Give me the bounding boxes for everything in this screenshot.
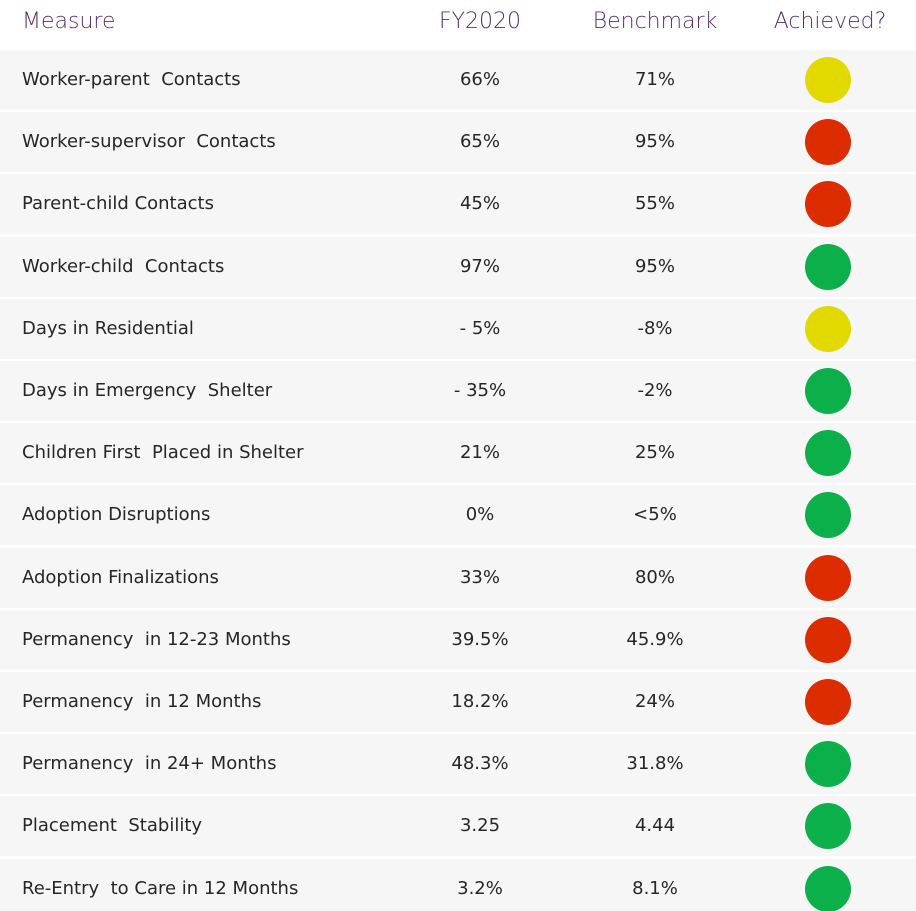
table-cell: 24% [634,691,675,712]
header-cell: Achieved? [773,9,887,34]
table-cell: 65% [459,131,500,153]
table-cell: 33% [459,566,500,588]
status-indicator [805,679,851,725]
table-row: Permanency in 12 Months 18.2% 24% [0,670,916,732]
table-cell: 48.3% [451,753,509,775]
table-cell: 3.25 [459,815,501,837]
table-row: Adoption Finalizations 33% 80% [0,545,916,608]
table-cell: 31.8% [626,753,684,775]
status-indicator [805,181,851,228]
table-row: Placement Stability 3.25 4.44 [0,794,916,857]
status-indicator [805,803,851,850]
table-row: Adoption Disruptions 0% <5% [0,483,916,546]
table-cell: 95% [634,131,675,153]
table-cell: Children First Placed in Shelter [22,442,304,464]
table-row: Days in Residential - 5% -8% [0,296,916,359]
table-cell: 66% [459,69,500,90]
table-cell: Adoption Finalizations [22,566,219,588]
table-cell: 71% [634,69,675,90]
table-row: Worker-supervisor Contacts 65% 95% [0,110,916,173]
table-row: Worker-child Contacts 97% 95% [0,234,916,297]
table-cell: <5% [633,504,677,526]
status-indicator [805,243,851,290]
table-cell: - 5% [459,317,501,339]
table-cell: 97% [459,255,500,277]
status-indicator [805,865,851,911]
table-cell: 39.5% [451,628,509,650]
table-cell: 45.9% [626,628,684,650]
status-indicator [805,119,851,166]
table-row: Parent-child Contacts 45% 55% [0,172,916,235]
status-indicator [805,305,851,352]
table-row: Days in Emergency Shelter - 35% -2% [0,359,916,421]
table-cell: 18.2% [451,691,509,712]
table-cell: 80% [634,566,675,588]
status-indicator [805,430,851,477]
table-row: Children First Placed in Shelter 21% 25% [0,421,916,484]
table-cell: 8.1% [632,877,678,899]
table-cell: 3.2% [457,877,503,899]
status-indicator [805,368,851,414]
table-cell: 45% [459,193,500,215]
table-row: Permanency in 24+ Months 48.3% 31.8% [0,732,916,795]
table-cell: Re-Entry to Care in 12 Months [22,877,299,899]
table-cell: 21% [459,442,500,464]
table-cell: Placement Stability [22,815,203,837]
table-cell: 95% [634,255,675,277]
table-cell: Worker-supervisor Contacts [22,131,276,153]
table-cell: 25% [634,442,675,464]
status-indicator [805,741,851,788]
table-row: Worker-parent Contacts 66% 71% [0,48,916,110]
table-cell: Permanency in 12-23 Months [22,628,291,650]
table-cell: Worker-child Contacts [22,255,225,277]
table-cell: Parent-child Contacts [22,193,214,215]
table-cell: Permanency in 24+ Months [22,753,277,775]
table-cell: 55% [634,193,675,215]
table-cell: 4.44 [634,815,676,837]
status-indicator [805,492,851,539]
header-cell: FY2020 [438,9,522,34]
table-cell: Permanency in 12 Months [22,691,262,712]
table-cell: -2% [637,380,673,401]
table-row: Permanency in 12-23 Months 39.5% 45.9% [0,607,916,670]
table-cell: Days in Emergency Shelter [22,380,273,401]
table-cell: 0% [465,504,495,526]
status-indicator [805,57,851,103]
table-cell: Worker-parent Contacts [22,69,241,90]
table-row: Re-Entry to Care in 12 Months 3.2% 8.1% [0,856,916,911]
table-cell: - 35% [453,380,507,401]
status-indicator [805,616,851,663]
table-cell: -8% [637,317,673,339]
table-cell: Days in Residential [22,317,194,339]
status-indicator [805,554,851,601]
header-cell: Benchmark [592,9,718,34]
table-cell: Adoption Disruptions [22,504,211,526]
header-cell: Measure [22,9,116,34]
